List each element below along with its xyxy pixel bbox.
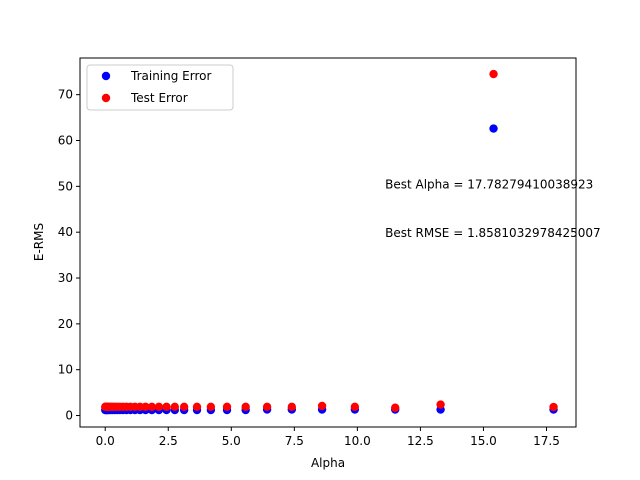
annotations: Best Alpha = 17.78279410038923 Best RMSE …: [385, 178, 601, 240]
annotation-text: Best RMSE = 1.8581032978425007: [385, 226, 601, 240]
legend-marker: [101, 71, 111, 81]
data-point: [489, 69, 498, 79]
data-point: [549, 402, 558, 412]
data-point: [317, 401, 327, 411]
data-point: [170, 402, 180, 412]
data-point: [436, 400, 445, 409]
x-tick-label: 10.0: [344, 434, 371, 448]
y-tick-label: 10: [58, 363, 73, 377]
data-point: [222, 402, 232, 412]
legend-label: Test Error: [130, 91, 188, 105]
x-tick-label: 2.5: [159, 434, 178, 448]
data-point: [262, 402, 272, 412]
data-point: [206, 402, 216, 412]
data-point: [241, 402, 250, 412]
x-axis-label: Alpha: [311, 456, 345, 470]
y-axis-label: E-RMS: [32, 223, 46, 261]
data-point: [147, 402, 157, 412]
series-test-error: [101, 69, 558, 412]
data-point: [192, 402, 202, 412]
data-point: [287, 402, 297, 412]
legend-label: Training Error: [130, 69, 211, 83]
points-layer: [101, 69, 558, 415]
x-tick-label: 15.0: [470, 434, 497, 448]
y-tick-label: 70: [58, 88, 73, 102]
data-point: [141, 402, 150, 412]
y-tick-label: 40: [58, 225, 73, 239]
legend: Training Error Test Error: [86, 64, 234, 111]
x-tick-label: 7.5: [285, 434, 304, 448]
x-tick-label: 0.0: [96, 434, 115, 448]
y-axis: 0 10 20 30 40 50 60 70: [58, 88, 80, 423]
y-tick-label: 30: [58, 271, 73, 285]
plot-frame: [79, 57, 577, 428]
x-axis: 0.0 2.5 5.0 7.5 10.0 12.5 15.0 17.5: [96, 427, 560, 448]
data-point: [162, 402, 171, 412]
data-point: [350, 402, 360, 412]
x-tick-label: 5.0: [222, 434, 241, 448]
data-point: [179, 402, 189, 412]
data-point: [154, 402, 164, 412]
data-point: [391, 403, 400, 412]
data-point: [489, 124, 498, 133]
plot-area: [80, 58, 576, 427]
legend-box: [86, 64, 234, 111]
y-tick-label: 20: [58, 317, 73, 331]
annotation-text: Best Alpha = 17.78279410038923: [385, 178, 593, 192]
legend-marker: [101, 93, 111, 103]
y-tick-label: 50: [58, 179, 73, 193]
y-tick-label: 0: [65, 409, 73, 423]
x-tick-label: 17.5: [533, 434, 560, 448]
y-tick-label: 60: [58, 134, 73, 148]
x-tick-label: 12.5: [407, 434, 434, 448]
